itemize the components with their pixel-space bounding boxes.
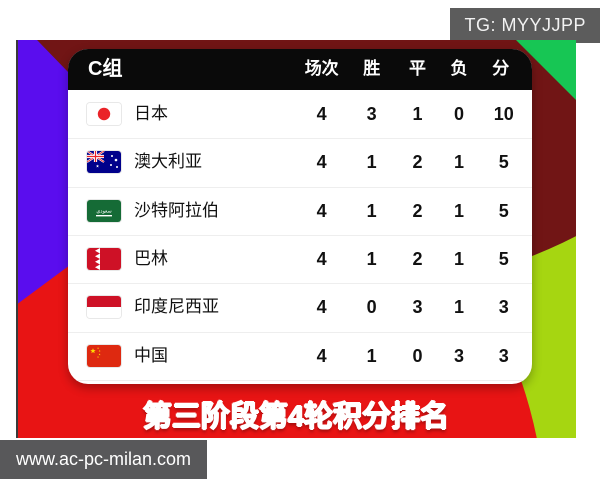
svg-text:سعودي: سعودي — [96, 208, 111, 214]
